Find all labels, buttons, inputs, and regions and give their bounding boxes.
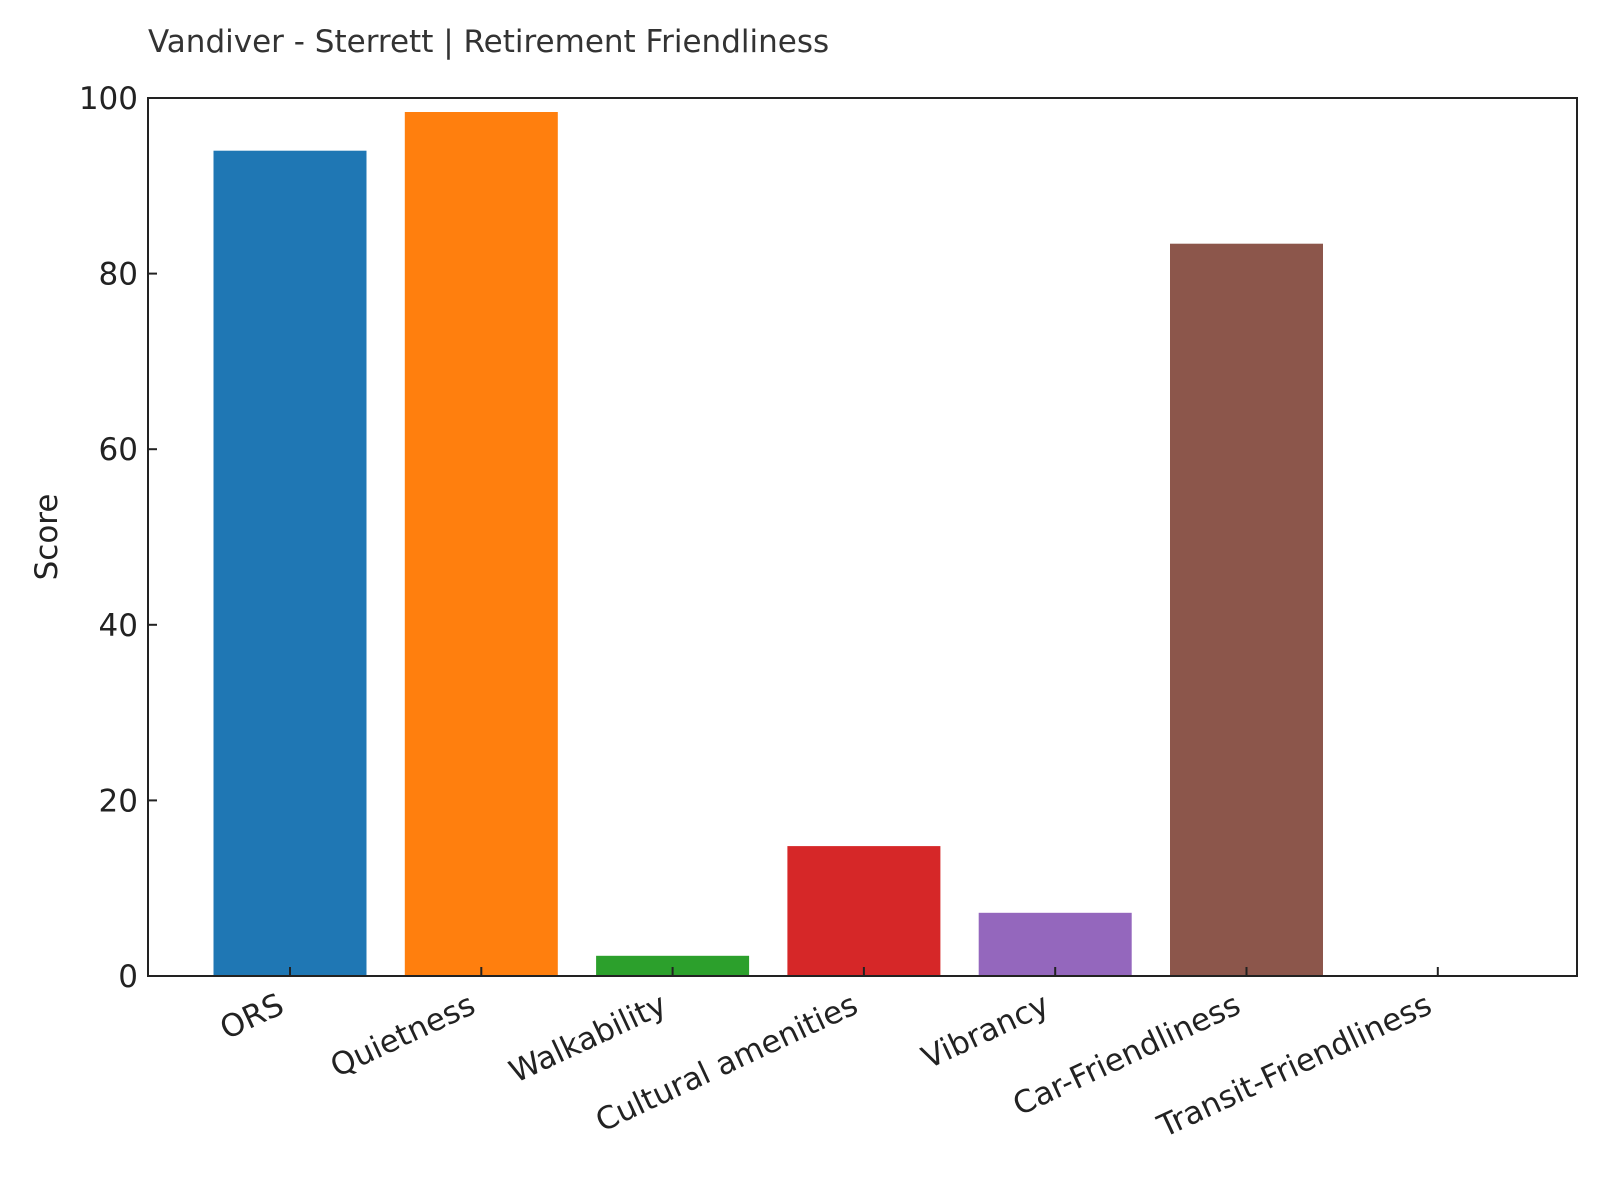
- bar-cultural-amenities: [787, 846, 941, 976]
- y-tick-label: 20: [99, 783, 138, 819]
- bar-quietness: [404, 112, 558, 976]
- bars-layer: [213, 112, 1323, 976]
- y-tick-label: 100: [79, 81, 138, 117]
- x-tick-label: Walkability: [504, 987, 672, 1091]
- y-tick-label: 0: [118, 959, 138, 995]
- bar-walkability: [596, 955, 750, 976]
- bar-vibrancy: [978, 912, 1132, 976]
- x-tick-label: ORS: [215, 987, 290, 1047]
- y-tick-label: 80: [99, 257, 138, 293]
- bar-car-friendliness: [1170, 243, 1323, 976]
- y-axis-label: Score: [29, 494, 65, 581]
- plot-frame: [147, 97, 1578, 977]
- x-tick-label: Vibrancy: [916, 987, 1054, 1077]
- bar-ors: [213, 150, 367, 976]
- y-tick-label: 60: [99, 432, 138, 468]
- y-axis: 0 20 40 60 80 100: [79, 81, 157, 995]
- chart-title: Vandiver - Sterrett | Retirement Friendl…: [148, 24, 830, 60]
- y-tick-label: 40: [99, 608, 138, 644]
- x-tick-label: Quietness: [325, 987, 481, 1085]
